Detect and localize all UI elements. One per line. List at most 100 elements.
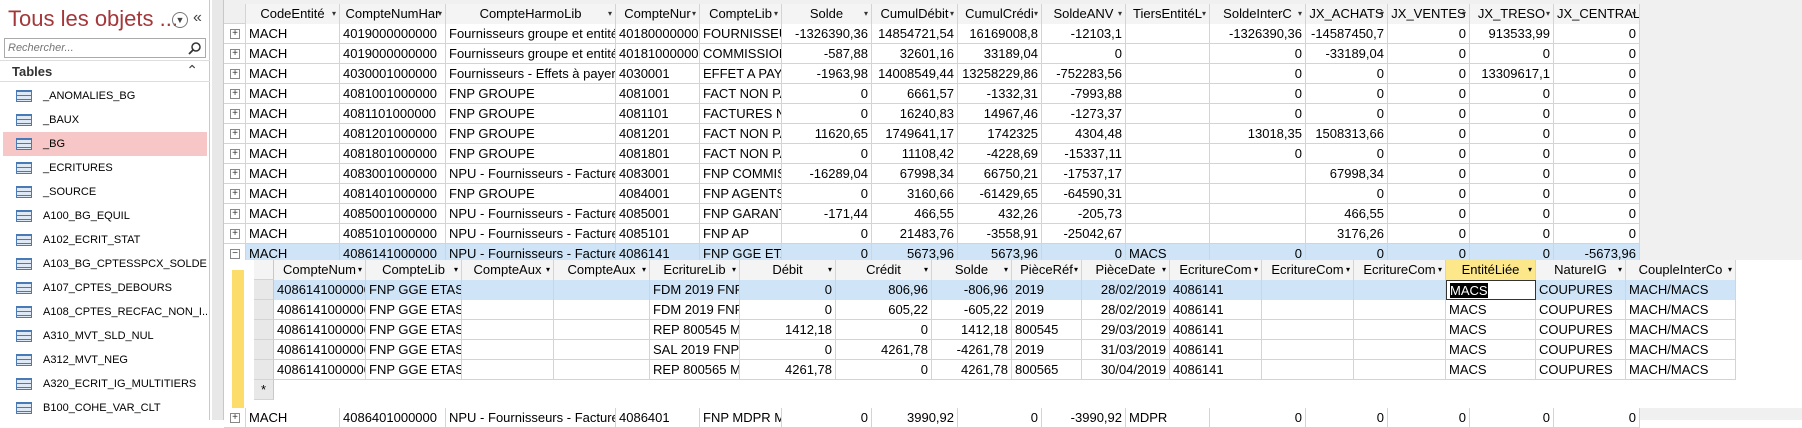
subdatasheet-column-header[interactable]: Solde ▾	[932, 260, 1012, 280]
subdatasheet-column-header[interactable]: CompteLib ▾	[366, 260, 462, 280]
grid-cell[interactable]: 4081201000000	[340, 124, 446, 144]
grid-cell[interactable]: NPU - Fournisseurs - Factures n	[446, 408, 616, 428]
column-dropdown-icon[interactable]: ▾	[949, 9, 954, 18]
table-row[interactable]: + MACH 4081201000000 FNP GROUPE 4081201 FACT …	[224, 124, 1640, 144]
nav-table-item[interactable]: _SOURCE	[3, 180, 207, 204]
grid-cell[interactable]: 32601,16	[872, 44, 958, 64]
subdatasheet-cell[interactable]	[1354, 340, 1446, 360]
grid-cell[interactable]: NPU - Fournisseurs - Factures n	[446, 224, 616, 244]
table-row[interactable]: + MACH 4085001000000 NPU - Fournisseurs - F…	[224, 204, 1640, 224]
subdatasheet-cell[interactable]: 31/03/2019	[1082, 340, 1170, 360]
subdatasheet-cell[interactable]: FNP GGE ETASS	[366, 360, 462, 380]
grid-cell[interactable]: FNP GROUPE	[446, 84, 616, 104]
grid-cell[interactable]: 0	[1388, 204, 1470, 224]
column-header[interactable]: Solde ▾	[782, 4, 872, 24]
grid-cell[interactable]	[1126, 24, 1210, 44]
header-row[interactable]: CodeEntité ▾ CompteNumHar ▾ CompteHarmoLib ▾ C…	[224, 4, 1640, 24]
subdatasheet-cell[interactable]: 1412,18	[932, 320, 1012, 340]
subdatasheet-cell[interactable]	[554, 360, 650, 380]
grid-cell[interactable]: 0	[1554, 44, 1640, 64]
grid-cell[interactable]: -1326390,36	[1210, 24, 1306, 44]
grid-cell[interactable]: 0	[1470, 224, 1554, 244]
subdatasheet-cell[interactable]	[554, 340, 650, 360]
grid-cell[interactable]: 67998,34	[872, 164, 958, 184]
column-header[interactable]: TiersEntitéL ▾	[1126, 4, 1210, 24]
grid-cell[interactable]: -171,44	[782, 204, 872, 224]
grid-cell[interactable]: MACH	[246, 124, 340, 144]
column-dropdown-icon[interactable]: ▾	[1117, 9, 1122, 18]
grid-cell[interactable]: -587,88	[782, 44, 872, 64]
column-dropdown-icon[interactable]: ▾	[1617, 265, 1622, 274]
subdatasheet-cell[interactable]	[1354, 360, 1446, 380]
grid-cell[interactable]: 3990,92	[872, 408, 958, 428]
grid-cell[interactable]: 0	[1470, 164, 1554, 184]
grid-cell[interactable]: 0	[1210, 64, 1306, 84]
subdatasheet-record-selector[interactable]	[254, 320, 274, 340]
table-row[interactable]: + MACH 4030001000000 Fournisseurs - Effets …	[224, 64, 1640, 84]
grid-cell[interactable]: 0	[1388, 124, 1470, 144]
column-dropdown-icon[interactable]: ▾	[691, 9, 696, 18]
grid-cell[interactable]: COMMISSIONS	[700, 44, 782, 64]
subdatasheet-cell[interactable]: -806,96	[932, 280, 1012, 300]
subdatasheet-column-header[interactable]: CoupleInterCo ▾	[1626, 260, 1736, 280]
table-row[interactable]: + MACH 4081001000000 FNP GROUPE 4081001 FACT …	[224, 84, 1640, 104]
grid-cell[interactable]: 432,26	[958, 204, 1042, 224]
grid-cell[interactable]	[1126, 44, 1210, 64]
expand-icon[interactable]: +	[224, 224, 246, 244]
column-dropdown-icon[interactable]: ▾	[1161, 265, 1166, 274]
subdatasheet-column-header[interactable]: CompteNum ▾	[274, 260, 366, 280]
column-dropdown-icon[interactable]: ▾	[1461, 9, 1466, 18]
grid-cell[interactable]: FNP GROUPE	[446, 184, 616, 204]
grid-cell[interactable]: 4018000000000	[616, 24, 700, 44]
subdatasheet-cell[interactable]	[1262, 320, 1354, 340]
grid-cell[interactable]: 4083001	[616, 164, 700, 184]
grid-cell[interactable]: 4081801	[616, 144, 700, 164]
subdatasheet-cell[interactable]: MACS	[1446, 360, 1536, 380]
grid-cell[interactable]: 0	[1470, 204, 1554, 224]
subdatasheet-cell[interactable]: 4261,78	[836, 340, 932, 360]
nav-section-tables[interactable]: Tables ⌃	[0, 60, 210, 82]
grid-cell[interactable]: 13018,35	[1210, 124, 1306, 144]
column-dropdown-icon[interactable]: ▾	[545, 265, 550, 274]
grid-cell[interactable]: 1508313,66	[1306, 124, 1388, 144]
grid-cell[interactable]: 0	[1554, 104, 1640, 124]
subdatasheet-cell[interactable]	[462, 300, 554, 320]
grid-cell[interactable]: 0	[1306, 104, 1388, 124]
grid-cell[interactable]: 11620,65	[782, 124, 872, 144]
grid-cell[interactable]	[1210, 204, 1306, 224]
grid-cell[interactable]: -3558,91	[958, 224, 1042, 244]
column-dropdown-icon[interactable]: ▾	[1297, 9, 1302, 18]
subdatasheet-cell[interactable]	[1262, 300, 1354, 320]
grid-cell[interactable]: 4083001000000	[340, 164, 446, 184]
nav-table-item[interactable]: A312_MVT_NEG	[3, 348, 207, 372]
grid-cell[interactable]	[1210, 224, 1306, 244]
table-row[interactable]: + MACH 4019000000000 Fournisseurs groupe et…	[224, 44, 1640, 64]
grid-cell[interactable]: 0	[1210, 408, 1306, 428]
subdatasheet-cell[interactable]: 4086141000000	[274, 320, 366, 340]
grid-cell[interactable]: 4081401000000	[340, 184, 446, 204]
grid-cell[interactable]: 0	[1554, 124, 1640, 144]
subdatasheet-cell[interactable]	[1262, 340, 1354, 360]
grid-cell[interactable]: FNP COMMISS	[700, 164, 782, 184]
column-header[interactable]: JX_ACHATS ▾	[1306, 4, 1388, 24]
subdatasheet-cell[interactable]: FNP GGE ETASS	[366, 340, 462, 360]
subdatasheet-cell[interactable]: 4086141000000	[274, 280, 366, 300]
column-dropdown-icon[interactable]: ▾	[731, 265, 736, 274]
subdatasheet-cell[interactable]: COUPURES	[1536, 300, 1626, 320]
grid-cell[interactable]: 0	[1210, 44, 1306, 64]
subdatasheet-column-header[interactable]: Crédit ▾	[836, 260, 932, 280]
grid-cell[interactable]: 0	[782, 224, 872, 244]
subdatasheet-cell[interactable]: 4086141	[1170, 280, 1262, 300]
grid-cell[interactable]: 5673,96	[872, 244, 958, 264]
grid-cell[interactable]: 0	[1470, 244, 1554, 264]
grid-cell[interactable]: 13258229,86	[958, 64, 1042, 84]
subdatasheet-record-selector[interactable]	[254, 300, 274, 320]
subdatasheet-cell[interactable]: FNP GGE ETASS	[366, 300, 462, 320]
subdatasheet-cell[interactable]: 806,96	[836, 280, 932, 300]
subdatasheet-cell[interactable]: COUPURES	[1536, 280, 1626, 300]
subdatasheet-column-header[interactable]: EcritureCom ▾	[1170, 260, 1262, 280]
nav-table-item[interactable]: A310_MVT_SLD_NUL	[3, 324, 207, 348]
grid-cell[interactable]: -16289,04	[782, 164, 872, 184]
